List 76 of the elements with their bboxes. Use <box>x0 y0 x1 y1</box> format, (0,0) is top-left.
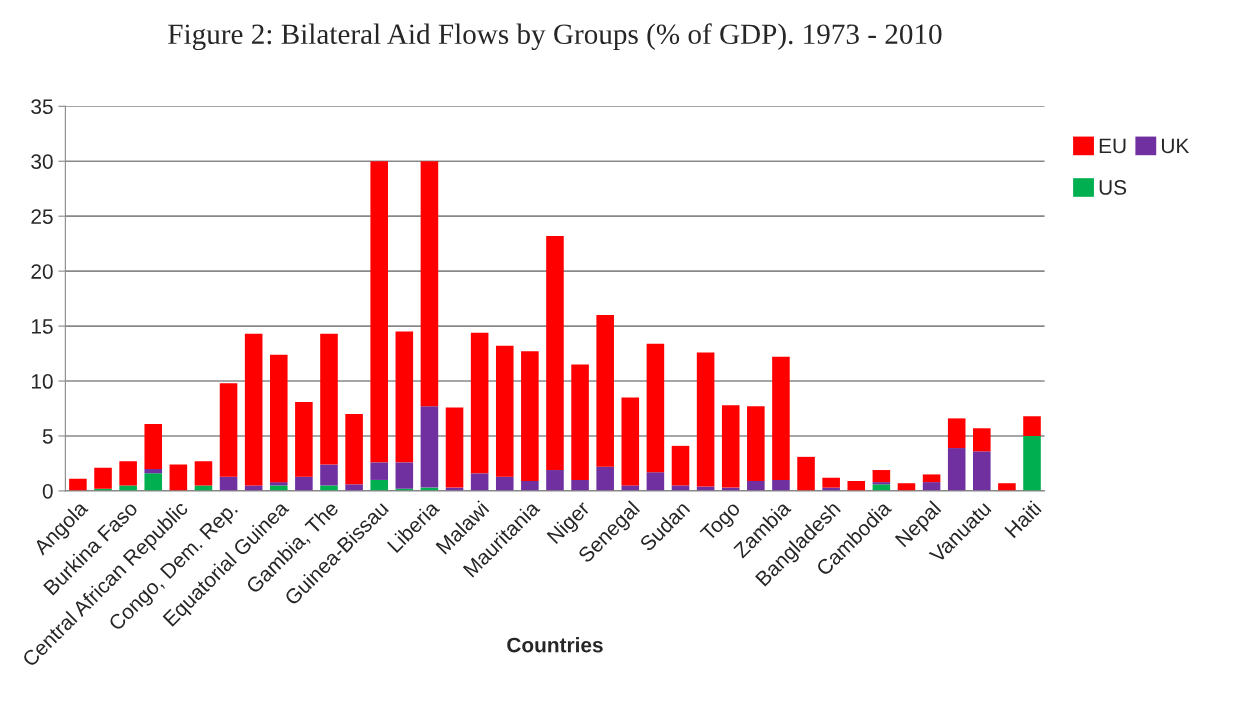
y-tick-label: 35 <box>31 99 53 115</box>
bar <box>747 481 765 491</box>
bar <box>947 418 966 449</box>
bar <box>797 456 815 491</box>
bar <box>822 477 840 488</box>
bar <box>721 405 740 488</box>
legend-label: EU <box>1099 138 1126 154</box>
bar <box>320 464 338 486</box>
bar <box>219 383 238 477</box>
legend-label: UK <box>1161 138 1190 154</box>
bar <box>144 423 163 469</box>
bar <box>696 352 715 487</box>
bar <box>947 448 966 491</box>
bar <box>269 482 288 486</box>
bar <box>495 345 514 477</box>
bar <box>596 466 614 491</box>
y-tick-label: 5 <box>42 429 53 444</box>
bar <box>320 333 338 465</box>
bar <box>1023 416 1041 436</box>
bar <box>395 331 414 463</box>
bar <box>244 333 263 486</box>
bar <box>470 332 489 474</box>
bar <box>169 464 188 491</box>
bar <box>546 235 564 471</box>
bar <box>973 451 991 491</box>
bar <box>345 484 363 491</box>
bar <box>420 406 439 488</box>
bar <box>747 406 765 482</box>
bar <box>295 401 313 477</box>
bar <box>922 474 941 483</box>
bar <box>320 485 338 491</box>
bar <box>445 407 464 488</box>
bar <box>420 161 439 407</box>
bar <box>973 428 991 452</box>
chart-title: Figure 2: Bilateral Aid Flows by Groups (% of GDP). 1973 - 2010 <box>168 23 942 51</box>
bar <box>646 343 665 473</box>
bar <box>69 478 87 491</box>
y-tick-label: 10 <box>31 374 53 389</box>
bar <box>847 481 866 491</box>
bar <box>671 445 690 486</box>
bar <box>521 351 539 482</box>
bar <box>370 479 388 491</box>
bar <box>194 461 213 486</box>
bar <box>571 479 589 491</box>
bar <box>596 315 614 467</box>
bar <box>144 473 163 491</box>
bar <box>345 413 363 485</box>
bar <box>119 485 137 491</box>
bar <box>119 461 137 486</box>
bar <box>872 470 891 483</box>
x-axis-title: Countries <box>507 637 603 653</box>
bar <box>571 364 589 480</box>
bar <box>295 476 313 491</box>
bar <box>269 485 288 491</box>
legend-label: US <box>1099 180 1127 195</box>
bar <box>94 467 112 489</box>
bar <box>521 481 539 491</box>
bar <box>998 483 1016 491</box>
bar <box>621 397 640 486</box>
y-tick-label: 15 <box>31 319 53 334</box>
bar <box>495 476 514 491</box>
y-tick-label: 30 <box>31 154 53 169</box>
bar <box>269 354 288 483</box>
bar <box>470 473 489 491</box>
bar <box>370 161 388 463</box>
bar <box>546 470 564 491</box>
bar <box>772 356 790 480</box>
y-tick-label: 25 <box>31 209 53 224</box>
bar <box>1023 435 1041 491</box>
bar <box>370 462 388 480</box>
bar <box>144 468 163 474</box>
bar <box>395 462 414 489</box>
y-tick-label: 0 <box>42 483 53 499</box>
y-tick-label: 20 <box>31 264 53 279</box>
bar <box>772 479 790 491</box>
bar <box>646 472 665 491</box>
